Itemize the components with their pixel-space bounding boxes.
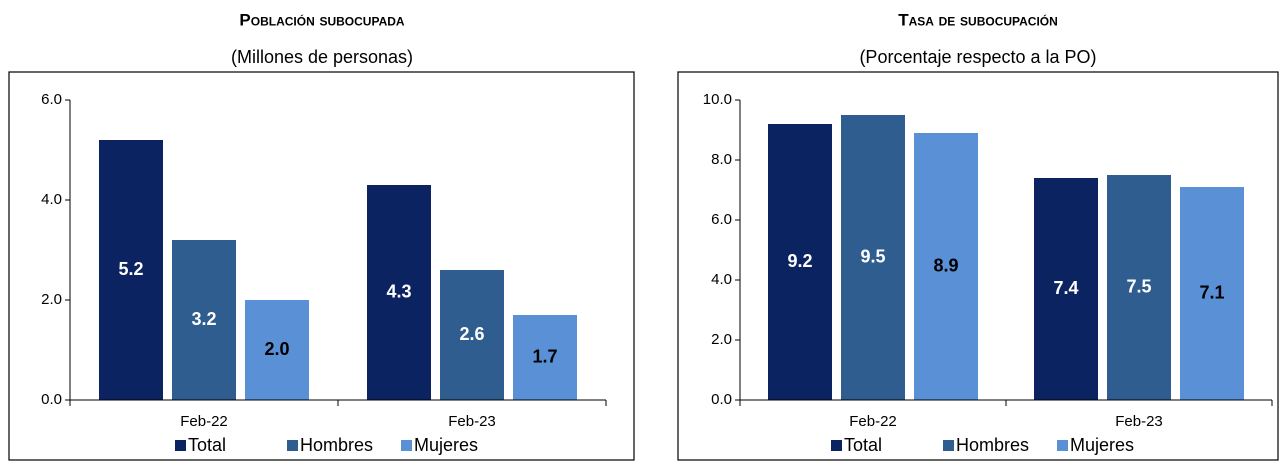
legend-label: Total: [188, 435, 226, 455]
legend-label: Total: [844, 435, 882, 455]
y-tick-label: 0.0: [41, 391, 62, 408]
chart-frame: [8, 71, 635, 461]
chart-subtitle: (Millones de personas): [231, 47, 413, 67]
chart-title: Población subocupada: [239, 10, 405, 29]
chart-subtitle: (Porcentaje respecto a la PO): [859, 47, 1096, 67]
y-tick-label: 6.0: [711, 211, 732, 228]
value-label: 1.7: [532, 346, 557, 366]
value-label: 7.5: [1126, 276, 1151, 296]
legend-swatch: [175, 440, 186, 451]
value-label: 3.2: [191, 309, 216, 329]
x-tick-label: Feb-22: [180, 413, 228, 430]
legend-swatch: [401, 440, 412, 451]
value-label: 8.9: [933, 255, 958, 275]
bar: [1034, 178, 1098, 400]
bar: [1107, 175, 1171, 400]
chart-title: Tasa de subocupación: [898, 10, 1058, 29]
bar: [768, 124, 832, 400]
y-tick-label: 6.0: [41, 91, 62, 108]
y-tick-label: 0.0: [711, 391, 732, 408]
bar: [513, 315, 577, 400]
x-tick-label: Feb-23: [1115, 413, 1163, 430]
value-label: 9.5: [860, 246, 885, 266]
legend-label: Mujeres: [414, 435, 478, 455]
legend-label: Mujeres: [1070, 435, 1134, 455]
bar: [1180, 187, 1244, 400]
bar: [367, 185, 431, 400]
bar: [914, 133, 978, 400]
y-tick-label: 2.0: [711, 331, 732, 348]
legend-label: Hombres: [300, 435, 373, 455]
bar: [99, 140, 163, 400]
value-label: 4.3: [386, 281, 411, 301]
value-label: 7.4: [1053, 278, 1078, 298]
chart-frame: [677, 71, 1279, 461]
legend-swatch: [831, 440, 842, 451]
y-tick-label: 2.0: [41, 291, 62, 308]
x-tick-label: Feb-22: [849, 413, 897, 430]
legend-swatch: [943, 440, 954, 451]
y-tick-label: 8.0: [711, 151, 732, 168]
y-tick-label: 4.0: [711, 271, 732, 288]
legend-swatch: [1057, 440, 1068, 451]
value-label: 9.2: [787, 251, 812, 271]
legend-label: Hombres: [956, 435, 1029, 455]
value-label: 7.1: [1199, 282, 1224, 302]
bar: [841, 115, 905, 400]
y-tick-label: 4.0: [41, 191, 62, 208]
bar: [245, 300, 309, 400]
value-label: 5.2: [118, 259, 143, 279]
value-label: 2.0: [264, 339, 289, 359]
x-tick-label: Feb-23: [448, 413, 496, 430]
bar: [172, 240, 236, 400]
bar: [440, 270, 504, 400]
legend-swatch: [287, 440, 298, 451]
y-tick-label: 10.0: [703, 91, 732, 108]
value-label: 2.6: [459, 324, 484, 344]
